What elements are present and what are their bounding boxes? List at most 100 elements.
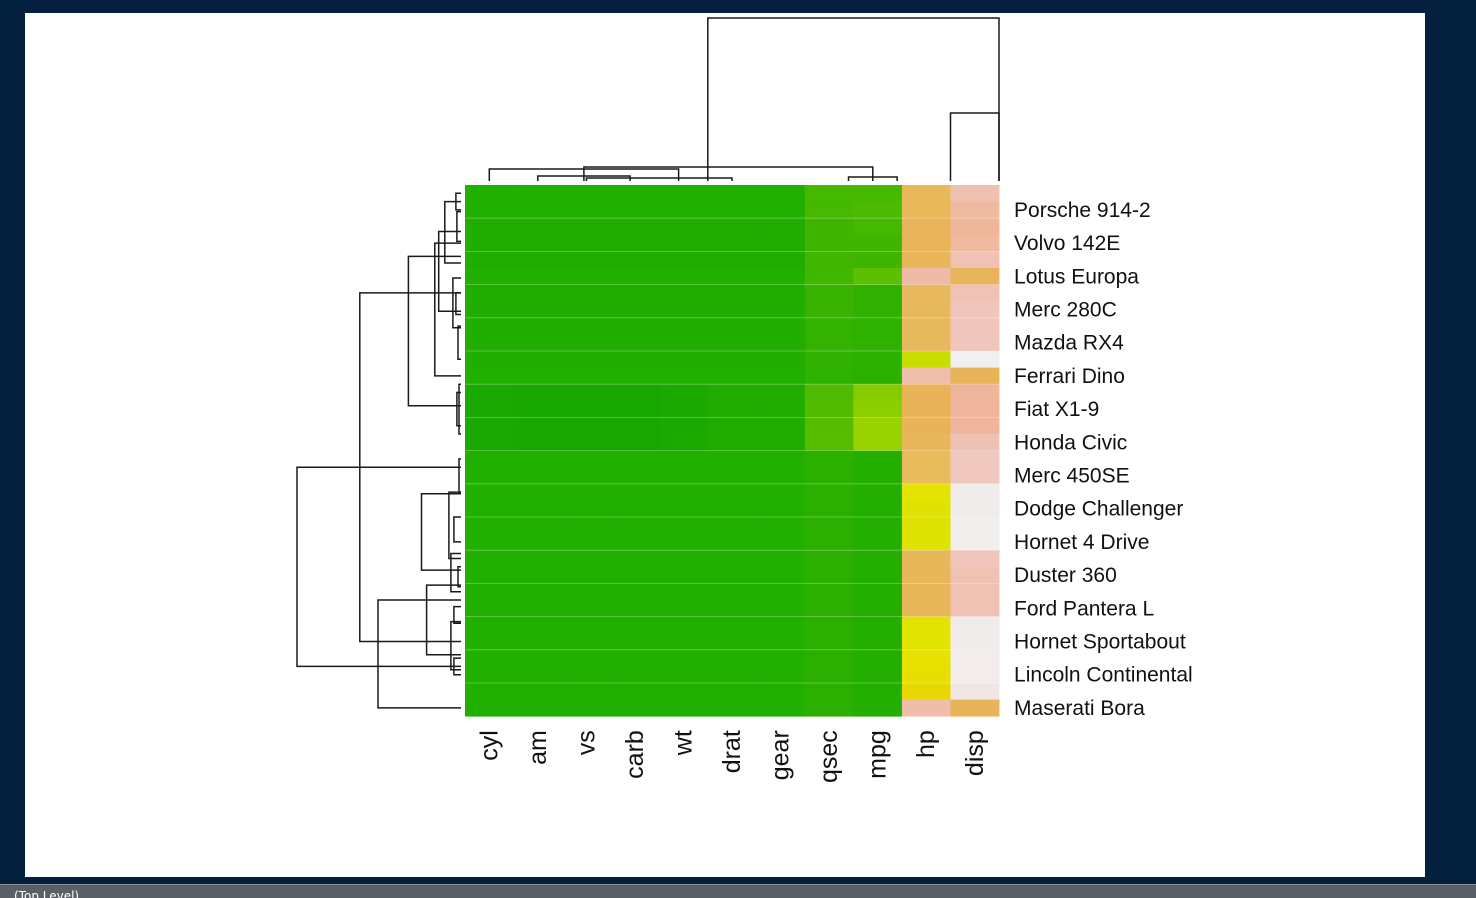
heatmap-cell [756,500,806,518]
heatmap-cell [707,317,757,335]
heatmap-cell [465,550,514,568]
column-label: gear [767,730,795,780]
heatmap-cell [804,699,854,717]
column-label: carb [621,730,649,779]
heatmap-cell [659,450,709,468]
heatmap-cell [465,500,514,518]
heatmap-cell [562,384,612,402]
heatmap-cell [465,583,514,601]
heatmap-cell [659,533,709,551]
row-label: Merc 280C [1014,299,1117,322]
heatmap-cell [465,699,514,717]
heatmap-cell [804,566,854,584]
heatmap-cell [562,400,612,418]
heatmap-cell [804,185,854,202]
heatmap-cell [659,649,709,667]
heatmap-cell [465,633,514,651]
heatmap-cell [950,218,1000,236]
heatmap-cell [901,450,951,468]
heatmap-cell [465,450,514,468]
heatmap-cell [562,467,612,485]
heatmap-cell [562,317,612,335]
heatmap-cell [853,566,903,584]
heatmap-cell [707,616,757,634]
heatmap-cell [756,317,806,335]
heatmap-cell [465,616,514,634]
heatmap-cell [707,566,757,584]
column-label: disp [961,730,989,776]
heatmap-cell [610,234,660,252]
heatmap-cell [465,600,514,617]
heatmap-cell [901,467,951,485]
heatmap-cell [804,434,854,451]
heatmap-cell [853,600,903,617]
heatmap-cell [610,185,660,202]
dendrogram-branch [444,200,461,264]
heatmap-cell [901,517,951,534]
heatmap-cell [950,400,1000,418]
heatmap-cell [901,633,951,651]
heatmap-cell [853,351,903,368]
heatmap-cell [804,234,854,252]
heatmap-cell [804,218,854,236]
heatmap-cell [804,334,854,352]
heatmap-cell [562,201,612,219]
heatmap-cell [901,351,951,368]
heatmap-cell [659,268,709,285]
heatmap-cell [659,201,709,219]
heatmap-cell [804,483,854,501]
heatmap-cell [659,301,709,319]
heatmap-cell [853,334,903,352]
heatmap-cell [562,517,612,534]
heatmap-cell [659,334,709,352]
row-label: Lincoln Continental [1014,664,1193,687]
heatmap-cell [707,467,757,485]
heatmap-cell [901,234,951,252]
heatmap-cell [513,649,563,667]
heatmap-cell [562,683,612,700]
dendrogram-branch [585,177,733,181]
heatmap-cell [465,400,514,418]
heatmap-cell [756,234,806,252]
heatmap-cell [804,317,854,335]
heatmap-cell [610,450,660,468]
heatmap-cell [659,251,709,269]
heatmap-cell [950,367,1000,385]
heatmap-cell [707,284,757,302]
heatmap-cell [853,683,903,700]
heatmap-cell [610,351,660,368]
dendrogram-branch [458,383,461,435]
heatmap-cell [853,500,903,518]
heatmap-cell [707,334,757,352]
heatmap-cell [465,284,514,302]
heatmap-cell [901,334,951,352]
column-label: mpg [864,730,892,779]
heatmap-cell [465,351,514,368]
heatmap-cell [756,600,806,617]
heatmap-cell [513,434,563,451]
heatmap-cell [465,301,514,319]
heatmap-cell [513,500,563,518]
heatmap-cell [756,268,806,285]
heatmap-cell [707,666,757,684]
heatmap-cell [610,600,660,617]
heatmap-cell [465,666,514,684]
dendrogram-branch [455,192,461,211]
heatmap-cell [853,367,903,385]
heatmap-cell [562,616,612,634]
heatmap-cell [853,699,903,717]
heatmap-cell [707,483,757,501]
heatmap-cell [562,483,612,501]
heatmap-cell [853,234,903,252]
heatmap-cell [659,434,709,451]
heatmap-cell [901,699,951,717]
dendrogram-branch [707,17,1000,181]
heatmap-cell [853,218,903,236]
heatmap-cell [756,517,806,534]
heatmap-cell [513,317,563,335]
heatmap-cell [804,683,854,700]
heatmap-cell [465,201,514,219]
heatmap-cell [950,384,1000,402]
heatmap-cell [562,666,612,684]
heatmap-cell [756,218,806,236]
